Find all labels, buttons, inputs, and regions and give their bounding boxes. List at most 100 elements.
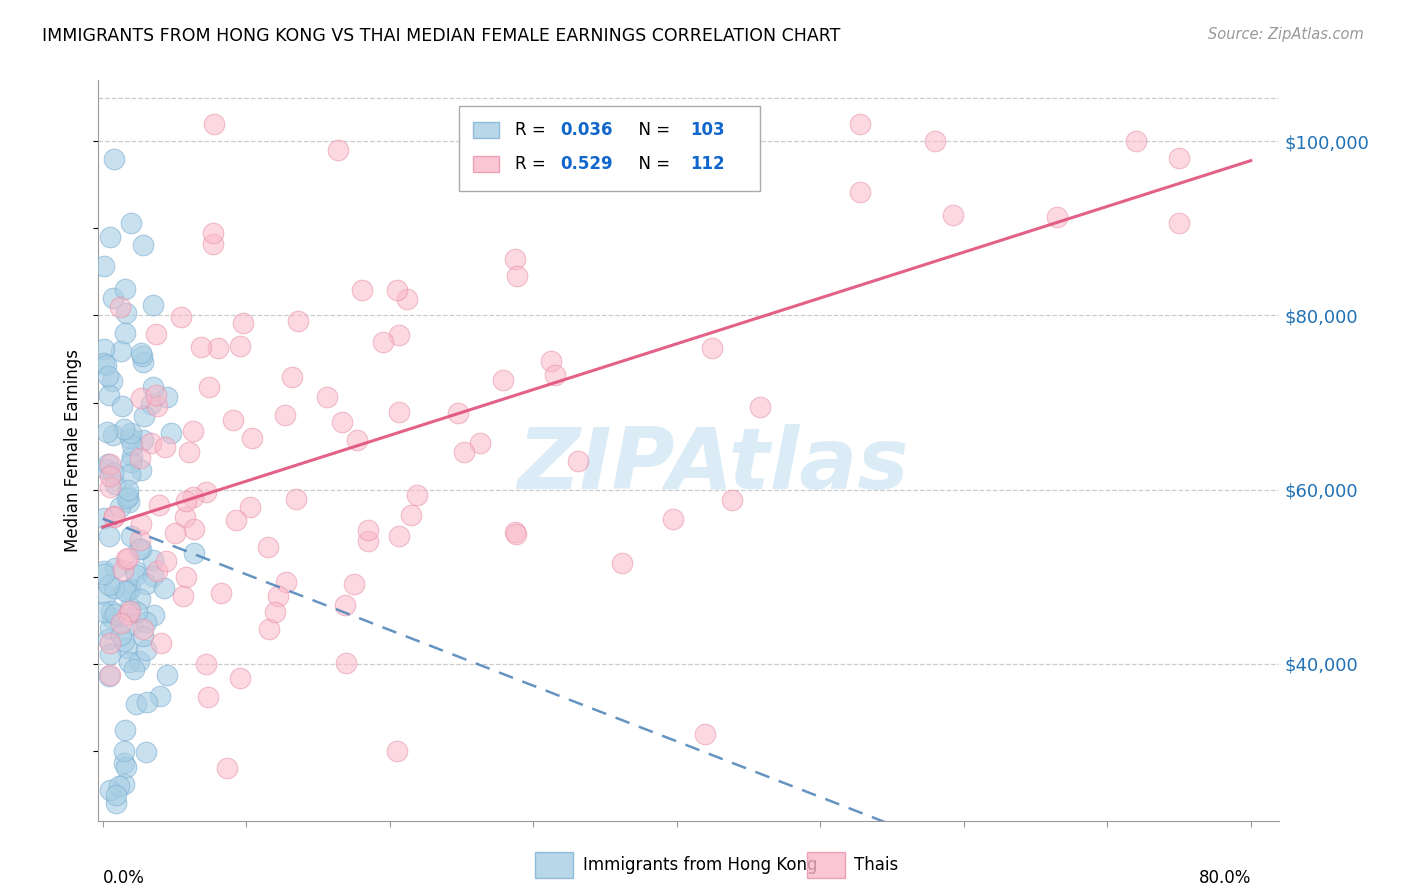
Point bbox=[110, 628, 132, 642]
Point bbox=[505, 252, 527, 267]
Point bbox=[111, 563, 134, 577]
Point bbox=[115, 552, 138, 566]
Point bbox=[183, 490, 205, 504]
Point bbox=[201, 236, 224, 251]
Point bbox=[505, 268, 527, 283]
Point bbox=[98, 230, 121, 244]
Point bbox=[97, 369, 120, 384]
Point bbox=[195, 657, 218, 672]
Point bbox=[118, 603, 141, 617]
Point bbox=[242, 431, 264, 445]
Point bbox=[121, 617, 143, 632]
Point bbox=[1125, 134, 1147, 148]
Point bbox=[117, 489, 139, 503]
Point bbox=[333, 599, 356, 613]
Point bbox=[93, 342, 115, 356]
Point bbox=[111, 399, 134, 413]
Bar bbox=[536, 853, 574, 879]
Point bbox=[98, 647, 121, 661]
Point bbox=[131, 349, 153, 363]
Text: 80.0%: 80.0% bbox=[1198, 869, 1251, 887]
Point bbox=[129, 533, 152, 547]
Text: IMMIGRANTS FROM HONG KONG VS THAI MEDIAN FEMALE EARNINGS CORRELATION CHART: IMMIGRANTS FROM HONG KONG VS THAI MEDIAN… bbox=[42, 27, 841, 45]
Point bbox=[202, 117, 225, 131]
Point bbox=[142, 380, 165, 394]
Point bbox=[125, 606, 148, 620]
Point bbox=[610, 556, 633, 570]
Point bbox=[225, 513, 247, 527]
Point bbox=[112, 756, 135, 770]
Point bbox=[98, 528, 121, 542]
Point bbox=[146, 399, 169, 413]
Point bbox=[104, 788, 127, 802]
Point bbox=[737, 169, 759, 183]
Text: 103: 103 bbox=[690, 121, 724, 139]
Point bbox=[93, 511, 115, 525]
Point bbox=[118, 467, 141, 481]
Point bbox=[1046, 210, 1069, 224]
Point bbox=[371, 334, 394, 349]
Point bbox=[152, 582, 174, 596]
Point bbox=[100, 604, 122, 618]
Point bbox=[98, 457, 121, 471]
Point bbox=[98, 636, 121, 650]
Point bbox=[492, 373, 515, 387]
Point bbox=[1168, 216, 1191, 230]
Point bbox=[661, 512, 683, 526]
Point bbox=[96, 462, 118, 476]
Bar bbox=[807, 853, 845, 879]
Point bbox=[721, 492, 744, 507]
Point bbox=[405, 488, 427, 502]
Point bbox=[97, 388, 120, 402]
Point bbox=[183, 522, 205, 536]
Point bbox=[114, 760, 136, 774]
Text: R =: R = bbox=[516, 121, 551, 139]
Point bbox=[142, 298, 165, 312]
Point bbox=[256, 540, 278, 554]
Point bbox=[93, 566, 115, 581]
Point bbox=[98, 783, 121, 797]
Point bbox=[165, 525, 187, 540]
Point bbox=[232, 316, 254, 330]
Point bbox=[142, 553, 165, 567]
Point bbox=[108, 300, 131, 314]
Point bbox=[110, 615, 132, 630]
Point bbox=[540, 354, 562, 368]
Point bbox=[103, 581, 125, 595]
Text: 0.0%: 0.0% bbox=[103, 869, 145, 887]
FancyBboxPatch shape bbox=[458, 106, 759, 191]
Point bbox=[98, 468, 121, 483]
Point bbox=[748, 400, 770, 414]
Point bbox=[942, 209, 965, 223]
Point bbox=[201, 227, 224, 241]
Point bbox=[124, 565, 146, 579]
Point bbox=[105, 796, 128, 810]
Point bbox=[131, 355, 153, 369]
Text: Immigrants from Hong Kong: Immigrants from Hong Kong bbox=[582, 856, 817, 874]
Point bbox=[145, 327, 167, 342]
Point bbox=[350, 283, 373, 297]
Point bbox=[284, 491, 307, 506]
Point bbox=[668, 117, 690, 131]
Point bbox=[695, 726, 717, 740]
Point bbox=[207, 341, 229, 355]
Point bbox=[112, 777, 135, 791]
Point bbox=[544, 368, 567, 382]
Point bbox=[848, 117, 870, 131]
Point bbox=[103, 466, 125, 480]
Point bbox=[118, 495, 141, 509]
Point bbox=[281, 370, 304, 384]
Point bbox=[114, 326, 136, 340]
Point bbox=[118, 656, 141, 670]
Point bbox=[149, 689, 172, 703]
Point bbox=[98, 667, 121, 681]
Point bbox=[388, 327, 411, 342]
Point bbox=[567, 454, 589, 468]
Point bbox=[97, 457, 120, 471]
Point bbox=[148, 498, 170, 512]
Point bbox=[229, 671, 252, 685]
Point bbox=[103, 509, 125, 524]
Point bbox=[101, 428, 124, 442]
Point bbox=[357, 533, 380, 548]
Point bbox=[114, 723, 136, 738]
